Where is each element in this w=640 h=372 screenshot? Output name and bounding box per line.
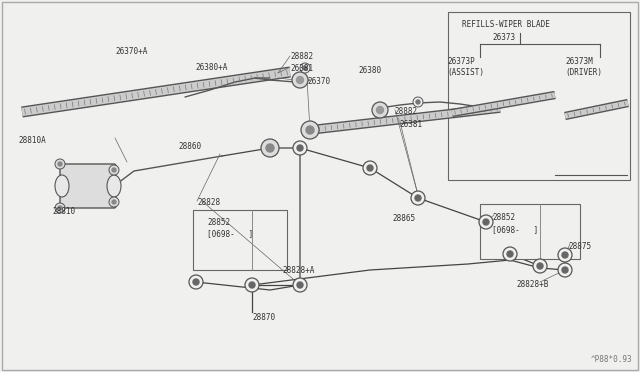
Circle shape [109,197,119,207]
Circle shape [55,203,65,213]
Circle shape [416,100,420,104]
Bar [480,204,580,259]
Circle shape [303,66,307,70]
Circle shape [193,279,199,285]
Text: 26373P: 26373P [447,57,475,66]
Text: ^P88*0.93: ^P88*0.93 [590,355,632,364]
Circle shape [483,219,489,225]
Circle shape [189,275,203,289]
Circle shape [112,168,116,172]
Text: 28875: 28875 [568,242,591,251]
Text: 28870: 28870 [252,313,275,322]
Circle shape [411,191,425,205]
Text: 28828+B: 28828+B [516,280,548,289]
Text: 28882: 28882 [394,107,417,116]
Text: 26381: 26381 [399,120,422,129]
Circle shape [562,267,568,273]
Circle shape [249,282,255,288]
Text: 26373M: 26373M [565,57,593,66]
Text: 26380: 26380 [358,66,381,75]
Text: 26370: 26370 [307,77,330,86]
Text: [0698-   ]: [0698- ] [207,229,253,238]
Circle shape [306,126,314,134]
Circle shape [296,77,303,83]
Circle shape [292,72,308,88]
Circle shape [479,215,493,229]
Circle shape [300,63,310,73]
Text: 28810A: 28810A [18,136,45,145]
FancyBboxPatch shape [60,164,116,208]
Text: 26381: 26381 [290,64,313,73]
Ellipse shape [107,175,121,197]
Circle shape [372,102,388,118]
Circle shape [266,144,274,152]
Circle shape [301,121,319,139]
Circle shape [558,263,572,277]
Circle shape [293,278,307,292]
Circle shape [363,161,377,175]
Circle shape [58,162,62,166]
Circle shape [293,141,307,155]
Bar [193,210,287,270]
Text: 28852: 28852 [207,218,230,227]
Circle shape [413,97,423,107]
Circle shape [558,248,572,262]
Circle shape [503,247,517,261]
Circle shape [263,141,277,155]
Text: 26370+A: 26370+A [115,47,147,56]
Circle shape [507,251,513,257]
Circle shape [297,145,303,151]
Text: 26373: 26373 [492,33,515,42]
Circle shape [58,206,62,210]
Bar [448,12,630,180]
Text: 28828: 28828 [197,198,220,207]
Circle shape [533,259,547,273]
Circle shape [415,195,421,201]
Circle shape [245,278,259,292]
Circle shape [562,252,568,258]
Circle shape [261,139,279,157]
Text: 28852: 28852 [492,213,515,222]
Circle shape [267,145,273,151]
Text: 28810: 28810 [52,207,75,216]
Ellipse shape [55,175,69,197]
Circle shape [297,282,303,288]
Circle shape [376,106,383,113]
Text: (ASSIST): (ASSIST) [447,68,484,77]
Text: 28828+A: 28828+A [282,266,314,275]
Text: [0698-   ]: [0698- ] [492,225,538,234]
Circle shape [55,159,65,169]
Circle shape [537,263,543,269]
Text: 28865: 28865 [392,214,415,223]
Text: (DRIVER): (DRIVER) [565,68,602,77]
Circle shape [367,165,373,171]
Text: REFILLS-WIPER BLADE: REFILLS-WIPER BLADE [462,20,550,29]
Text: 28882: 28882 [290,52,313,61]
Circle shape [109,165,119,175]
Text: 28860: 28860 [178,142,201,151]
Circle shape [112,200,116,204]
Text: 26380+A: 26380+A [195,63,227,72]
